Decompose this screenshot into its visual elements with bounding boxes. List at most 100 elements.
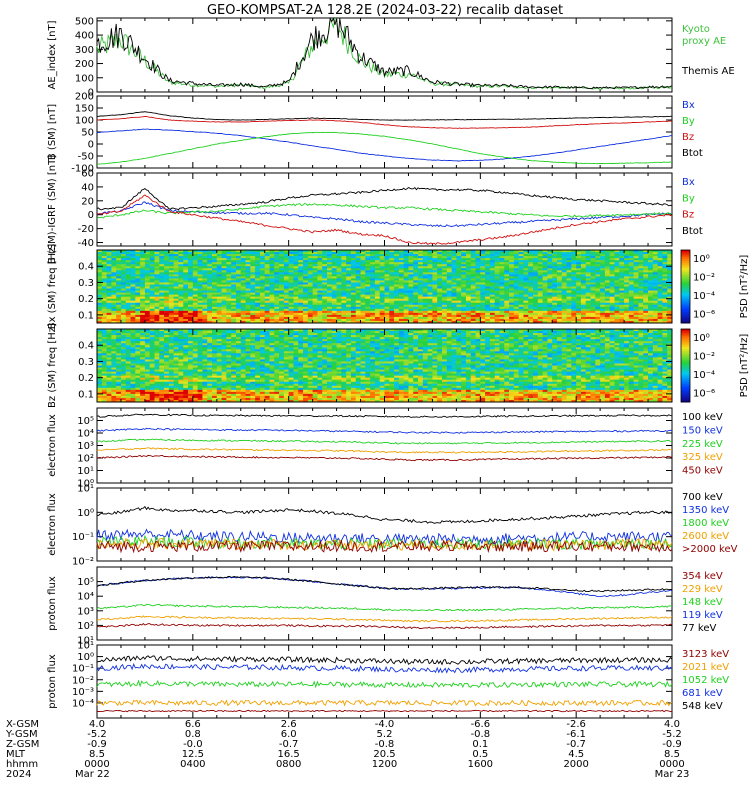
panel-3-spectrogram-cell: [643, 270, 649, 273]
panel-3-spectrogram-cell: [288, 306, 294, 310]
panel-3-spectrogram-cell: [120, 286, 127, 289]
panel-3-spectrogram-cell: [585, 308, 591, 312]
panel-3-spectrogram-cell: [461, 314, 467, 318]
panel-3-spectrogram-cell: [303, 270, 309, 273]
panel-3-spectrogram-cell: [485, 290, 491, 293]
panel-3-spectrogram-cell: [312, 262, 318, 265]
panel-4-spectrogram-cell: [101, 349, 107, 352]
panel-3-spectrogram-cell: [432, 264, 438, 267]
panel-3-spectrogram-cell: [648, 260, 654, 263]
panel-4-spectrogram-cell: [97, 367, 103, 370]
panel-3-spectrogram-cell: [164, 266, 170, 269]
panel-3-spectrogram-cell: [518, 274, 524, 277]
panel-3-spectrogram-cell: [470, 318, 476, 322]
panel-3-spectrogram-cell: [604, 280, 611, 283]
panel-3-spectrogram-cell: [619, 298, 625, 302]
panel-3-spectrogram-cell: [609, 316, 615, 320]
panel-3-spectrogram-cell: [226, 284, 232, 287]
panel-3-spectrogram-cell: [283, 266, 290, 269]
panel-3-spectrogram-cell: [628, 320, 635, 324]
panel-3-spectrogram-cell: [235, 298, 242, 302]
panel-3-spectrogram-cell: [374, 312, 381, 316]
panel-3-spectrogram-cell: [178, 264, 184, 267]
panel-3-spectrogram-cell: [312, 256, 318, 259]
panel-3-spectrogram-cell: [144, 252, 151, 255]
panel-3-spectrogram-cell: [370, 296, 376, 300]
panel-3-spectrogram-cell: [533, 298, 539, 302]
panel-3-spectrogram-cell: [427, 264, 433, 267]
panel-3-spectrogram-cell: [159, 250, 165, 253]
panel-3-spectrogram-cell: [231, 260, 237, 263]
panel-3-spectrogram-cell: [432, 300, 438, 304]
panel-3-spectrogram-cell: [168, 286, 175, 289]
panel-3-spectrogram-cell: [489, 302, 496, 306]
panel-3-spectrogram-cell: [164, 258, 170, 261]
panel-3-spectrogram-cell: [374, 272, 381, 275]
panel-3-spectrogram-cell: [432, 266, 438, 269]
panel-3-spectrogram-cell: [331, 298, 337, 302]
panel-3-spectrogram-cell: [231, 308, 237, 312]
panel-3-spectrogram-cell: [403, 284, 409, 287]
panel-3-spectrogram-cell: [379, 258, 385, 261]
panel-3-spectrogram-cell: [509, 284, 515, 287]
panel-3-spectrogram-cell: [192, 264, 199, 267]
panel-3-spectrogram-cell: [509, 250, 515, 253]
panel-3-spectrogram-cell: [652, 260, 659, 263]
panel-3-spectrogram-cell: [322, 262, 328, 265]
panel-3-spectrogram-cell: [120, 304, 127, 308]
panel-3-spectrogram-cell: [480, 284, 486, 287]
panel-3-spectrogram-cell: [542, 300, 548, 304]
panel-3-spectrogram-cell: [116, 306, 122, 310]
panel-3-spectrogram-cell: [580, 258, 587, 261]
panel-3-spectrogram-cell: [192, 316, 199, 320]
panel-3-spectrogram-cell: [307, 310, 314, 314]
panel-3-spectrogram-cell: [322, 286, 328, 289]
panel-3-spectrogram-cell: [264, 286, 270, 289]
panel-3-spectrogram-cell: [178, 288, 184, 291]
panel-3-spectrogram-cell: [360, 286, 366, 289]
panel-3-spectrogram-cell: [499, 254, 505, 257]
panel-3-spectrogram-cell: [432, 284, 438, 287]
panel-3-spectrogram-cell: [571, 250, 577, 253]
panel-3-spectrogram-cell: [552, 314, 558, 318]
panel-3-spectrogram-cell: [595, 254, 601, 257]
panel-3-spectrogram-cell: [432, 302, 438, 306]
panel-3-spectrogram-cell: [614, 320, 620, 324]
panel-3-spectrogram-cell: [360, 308, 366, 312]
panel-3-spectrogram-cell: [418, 302, 424, 306]
panel-3-spectrogram-cell: [269, 286, 275, 289]
panel-3-spectrogram-cell: [513, 318, 520, 322]
panel-3-spectrogram-cell: [197, 314, 203, 318]
panel-3-spectrogram-cell: [389, 290, 395, 293]
panel-3-spectrogram-cell: [657, 306, 663, 310]
panel-3-spectrogram-cell: [662, 282, 668, 285]
panel-4-spectrogram-cell: [116, 345, 122, 348]
panel-1-ytick-label: -50: [78, 152, 94, 163]
panel-3-spectrogram-cell: [221, 270, 227, 273]
panel-3-spectrogram-cell: [135, 290, 141, 293]
panel-3-spectrogram-cell: [470, 260, 476, 263]
panel-3-spectrogram-cell: [355, 266, 361, 269]
panel-3-spectrogram-cell: [360, 296, 366, 300]
panel-4-spectrogram-cell: [111, 377, 117, 381]
panel-3-spectrogram-cell: [451, 300, 457, 304]
panel-3-spectrogram-cell: [461, 320, 467, 324]
panel-3-spectrogram-cell: [580, 304, 587, 308]
panel-3-spectrogram-cell: [528, 276, 534, 279]
panel-3-spectrogram-cell: [576, 252, 582, 255]
panel-3-spectrogram-cell: [235, 278, 242, 281]
panel-3-spectrogram-cell: [365, 292, 371, 296]
panel-3-spectrogram-cell: [341, 262, 347, 265]
panel-3-spectrogram-cell: [513, 282, 520, 285]
panel-3-spectrogram-cell: [652, 316, 659, 320]
panel-3-spectrogram-cell: [557, 316, 563, 320]
panel-3-spectrogram-cell: [470, 320, 476, 324]
panel-3-spectrogram-cell: [226, 314, 232, 318]
panel-3-spectrogram-cell: [408, 320, 414, 324]
panel-3-spectrogram-cell: [619, 290, 625, 293]
panel-3-spectrogram-cell: [475, 320, 481, 324]
panel-3-spectrogram-cell: [437, 252, 443, 255]
panel-4-spectrogram-cell: [97, 337, 103, 340]
panel-3-spectrogram-cell: [418, 314, 424, 318]
panel-3-spectrogram-cell: [360, 260, 366, 263]
